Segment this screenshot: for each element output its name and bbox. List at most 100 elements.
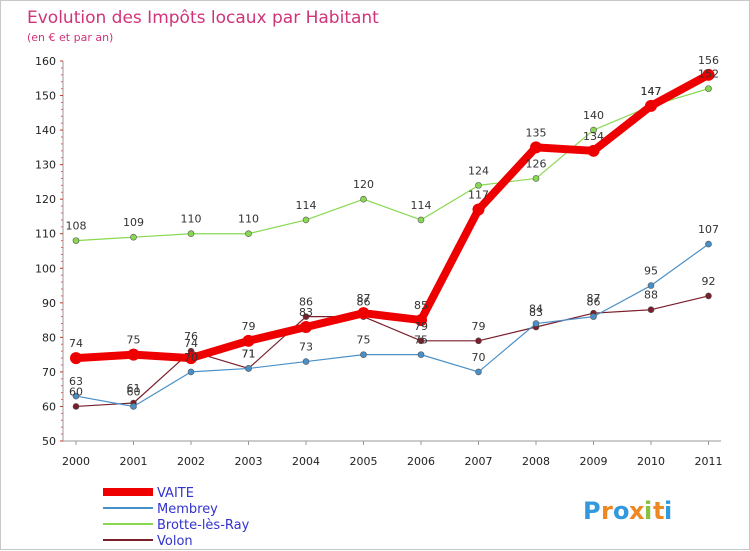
data-label: 60 <box>69 385 83 398</box>
data-point <box>360 195 367 203</box>
data-label: 86 <box>357 296 371 309</box>
data-point <box>187 230 195 238</box>
data-point <box>127 348 140 361</box>
data-point <box>302 358 310 365</box>
data-point <box>245 230 252 238</box>
data-label: 120 <box>353 178 374 191</box>
logo-letter: o <box>613 497 630 525</box>
data-point <box>72 237 80 244</box>
data-point <box>647 306 655 314</box>
data-label: 114 <box>296 199 317 212</box>
data-point <box>532 320 540 327</box>
data-point <box>472 203 485 216</box>
data-point <box>417 351 425 358</box>
data-point <box>705 240 712 248</box>
data-label: 88 <box>644 289 658 302</box>
y-tick-label: 110 <box>35 228 56 241</box>
data-label: 75 <box>127 334 141 347</box>
data-label: 156 <box>698 54 719 67</box>
data-point <box>360 351 367 358</box>
x-tick-label: 2001 <box>120 455 148 468</box>
data-label: 79 <box>242 320 256 333</box>
logo-letter: P <box>583 497 601 525</box>
series-line-volon <box>75 295 709 408</box>
data-label: 75 <box>414 334 428 347</box>
x-tick-label: 2002 <box>177 455 205 468</box>
data-label: 109 <box>123 216 144 229</box>
data-label: 95 <box>644 265 658 278</box>
chart-title: Evolution des Impôts locaux par Habitant <box>27 8 379 28</box>
data-label: 140 <box>583 109 604 122</box>
data-point <box>357 307 370 320</box>
data-label: 117 <box>468 189 489 202</box>
data-label: 86 <box>299 296 313 309</box>
data-label: 71 <box>242 347 256 360</box>
data-point <box>645 99 657 112</box>
series-layer <box>70 68 715 410</box>
y-tick-label: 160 <box>35 55 56 68</box>
data-label: 74 <box>69 337 83 350</box>
data-point <box>72 392 80 400</box>
data-point <box>302 216 310 224</box>
y-tick-label: 140 <box>35 124 56 137</box>
data-label: 147 <box>641 85 662 98</box>
y-tick-label: 60 <box>42 400 56 413</box>
y-tick-label: 100 <box>35 262 56 275</box>
data-label: 79 <box>472 320 486 333</box>
data-label: 76 <box>184 330 198 343</box>
y-tick-label: 70 <box>42 366 56 379</box>
y-tick-label: 120 <box>35 193 56 206</box>
data-label: 83 <box>529 306 543 319</box>
data-label: 61 <box>127 382 141 395</box>
legend-label: VAITE <box>157 486 194 501</box>
data-point <box>530 141 542 154</box>
data-point <box>70 352 82 365</box>
data-label: 134 <box>583 130 604 143</box>
data-point <box>475 368 482 376</box>
data-label: 147 <box>641 85 662 98</box>
data-point <box>647 282 655 289</box>
x-tick-label: 2003 <box>235 455 263 468</box>
x-tick-label: 2006 <box>407 455 435 468</box>
data-point <box>590 126 597 134</box>
data-point <box>702 68 715 81</box>
data-point <box>130 403 137 410</box>
axes: 50 60 70 80 90 100 110 120 130 140 150 160 2000 2001 2… <box>35 55 723 468</box>
data-point <box>587 144 600 157</box>
data-label: 84 <box>529 303 543 316</box>
data-label: 85 <box>414 299 428 312</box>
data-label: 86 <box>587 296 601 309</box>
series-line-membrey <box>75 243 709 408</box>
data-point <box>475 182 482 189</box>
data-point <box>415 314 427 327</box>
data-label: 70 <box>184 351 198 364</box>
data-label: 60 <box>127 385 141 398</box>
data-point <box>705 85 712 92</box>
data-point <box>532 175 540 182</box>
data-label: 107 <box>698 223 719 236</box>
data-point <box>130 233 137 241</box>
y-tick-label: 130 <box>35 159 56 172</box>
data-label: 87 <box>587 292 601 305</box>
data-point <box>300 321 312 333</box>
data-label: 126 <box>526 157 547 170</box>
x-tick-label: 2000 <box>62 455 90 468</box>
data-point <box>705 292 712 300</box>
y-tick-label: 80 <box>42 331 56 344</box>
data-label: 73 <box>299 341 313 354</box>
data-label: 114 <box>411 199 432 212</box>
data-point <box>417 216 425 224</box>
data-label: 110 <box>181 213 202 226</box>
legend-label: Membrey <box>157 502 218 517</box>
data-point <box>590 313 597 320</box>
y-tick-label: 90 <box>42 297 56 310</box>
logo-letter: i <box>664 497 672 525</box>
series-line-vaite <box>75 71 711 363</box>
data-label: 152 <box>698 68 719 81</box>
data-point <box>185 352 197 365</box>
logo-letter: i <box>644 497 652 525</box>
